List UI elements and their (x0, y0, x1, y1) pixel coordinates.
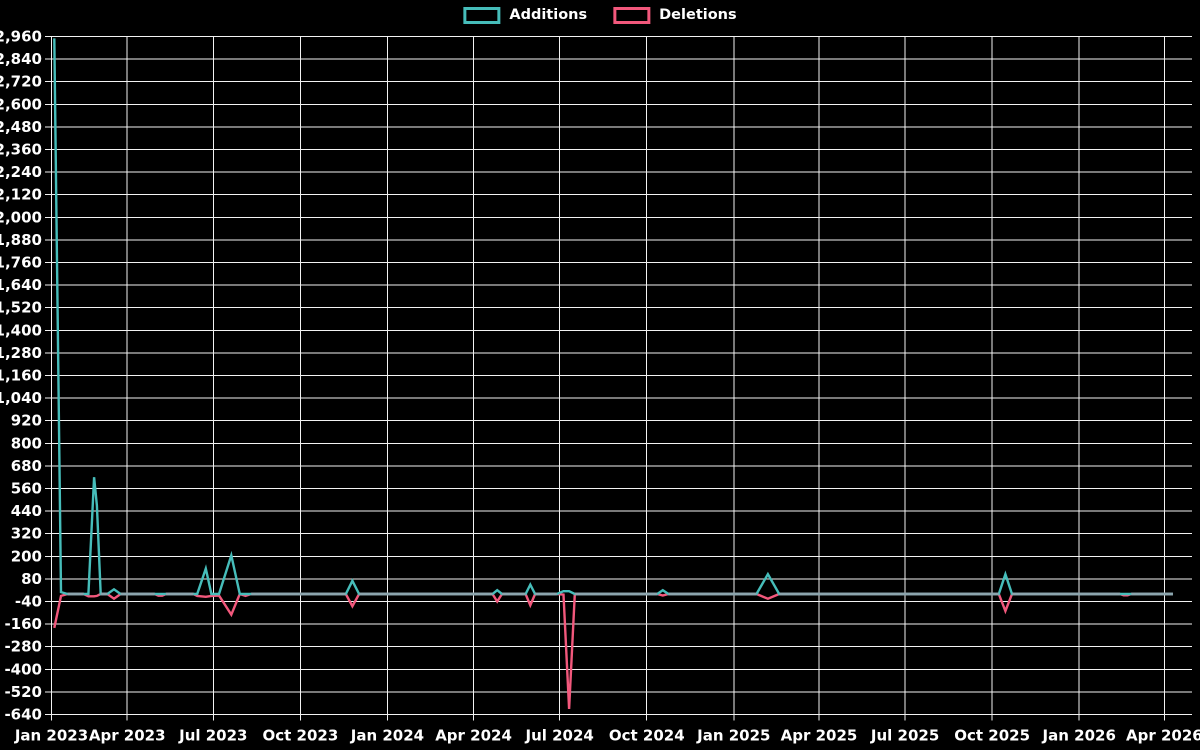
legend-label-deletions: Deletions (659, 7, 737, 24)
y-tick-label: 560 (11, 480, 42, 498)
y-tick-label: 2,600 (0, 95, 42, 113)
y-tick-label: -280 (4, 638, 42, 656)
deletions-swatch (613, 7, 651, 24)
y-tick-label: 440 (11, 502, 42, 520)
y-tick-label: 1,400 (0, 321, 42, 339)
deletions-line (53, 592, 1173, 709)
y-tick-label: 320 (11, 525, 42, 543)
y-tick-label: 2,720 (0, 73, 42, 91)
y-tick-label: 1,280 (0, 344, 42, 362)
x-tick-label: Jan 2023 (14, 727, 88, 745)
x-tick-label: Apr 2023 (89, 727, 166, 745)
x-tick-label: Apr 2026 (1126, 727, 1200, 745)
y-tick-label: 2,960 (0, 28, 42, 46)
y-tick-label: 2,360 (0, 141, 42, 159)
y-tick-label: -160 (4, 615, 42, 633)
y-tick-label: -400 (4, 660, 42, 678)
y-tick-label: 200 (11, 547, 42, 565)
y-tick-label: 680 (11, 457, 42, 475)
x-tick-label: Jan 2024 (350, 727, 424, 745)
y-tick-label: -40 (15, 593, 42, 611)
x-tick-label: Jan 2025 (696, 727, 770, 745)
additions-swatch (463, 7, 501, 24)
x-tick-label: Oct 2024 (609, 727, 685, 745)
y-tick-label: 1,880 (0, 231, 42, 249)
y-axis-labels: 2,960 2,840 2,720 2,600 2,480 2,360 2,240 2,120… (0, 28, 42, 724)
y-tick-label: 2,120 (0, 186, 42, 204)
additions-line (53, 38, 1173, 596)
y-tick-label: 1,040 (0, 389, 42, 407)
legend-item-deletions[interactable]: Deletions (613, 7, 737, 24)
y-tick-label: 80 (21, 570, 42, 588)
x-tick-label: Jul 2024 (524, 727, 593, 745)
x-tick-label: Oct 2023 (262, 727, 338, 745)
y-tick-label: 1,520 (0, 299, 42, 317)
x-tick-label: Jan 2026 (1042, 727, 1116, 745)
y-tick-label: 920 (11, 412, 42, 430)
y-tick-label: 2,480 (0, 118, 42, 136)
gridlines (45, 36, 1192, 721)
x-tick-label: Jul 2023 (178, 727, 247, 745)
y-tick-label: 1,760 (0, 254, 42, 272)
y-tick-label: 1,640 (0, 276, 42, 294)
x-tick-label: Apr 2024 (435, 727, 512, 745)
y-tick-label: -520 (4, 683, 42, 701)
y-tick-label: 2,240 (0, 163, 42, 181)
legend: Additions Deletions (463, 7, 737, 24)
x-axis-labels: Jan 2023 Apr 2023 Jul 2023 Oct 2023 Jan 2024… (14, 727, 1200, 745)
y-tick-label: 1,160 (0, 367, 42, 385)
legend-item-additions[interactable]: Additions (463, 7, 587, 24)
x-tick-label: Apr 2025 (781, 727, 858, 745)
legend-label-additions: Additions (509, 7, 588, 24)
y-tick-label: 800 (11, 434, 42, 452)
x-tick-label: Oct 2025 (954, 727, 1030, 745)
y-tick-label: 2,000 (0, 208, 42, 226)
y-tick-label: 2,840 (0, 50, 42, 68)
x-tick-label: Jul 2025 (870, 727, 939, 745)
y-tick-label: -640 (4, 706, 42, 724)
